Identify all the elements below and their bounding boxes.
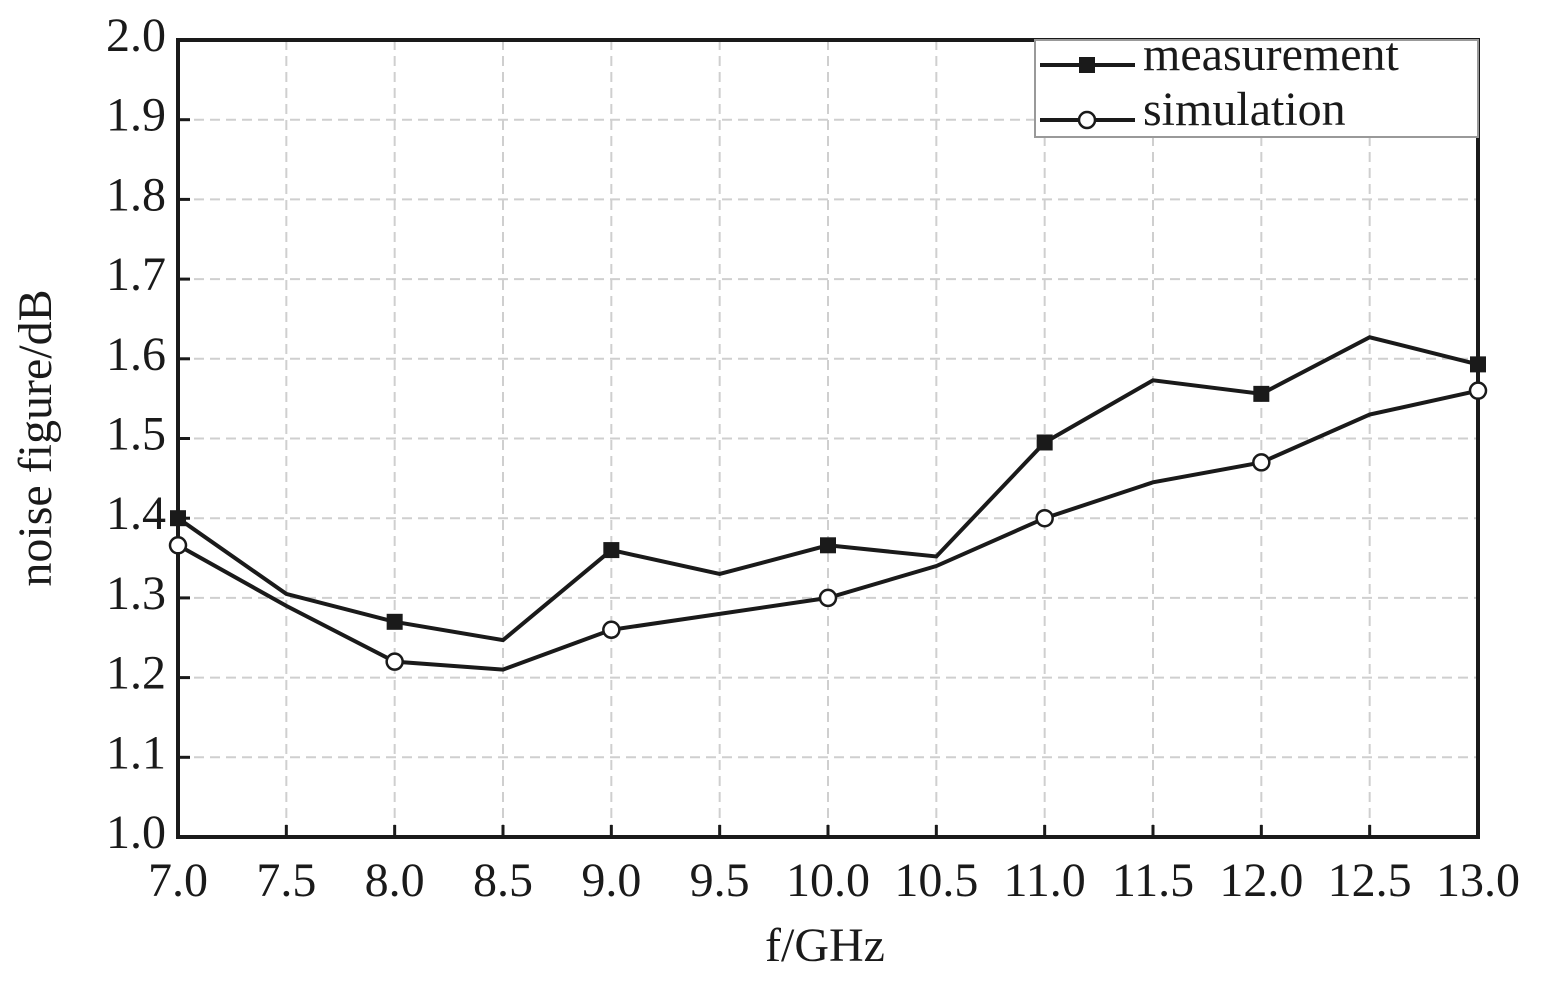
plot-frame — [176, 38, 1480, 839]
y-tick-label: 1.1 — [106, 726, 166, 779]
x-tick-label: 8.5 — [473, 854, 533, 907]
data-point — [385, 652, 404, 671]
data-point — [818, 588, 838, 608]
data-point — [170, 510, 186, 527]
y-tick-label: 1.2 — [106, 647, 166, 700]
x-tick-label: 8.0 — [365, 854, 425, 907]
y-tick-label: 1.8 — [106, 168, 166, 221]
data-point — [602, 620, 621, 640]
legend-marker — [1077, 110, 1097, 130]
x-tick-label: 11.0 — [1004, 854, 1086, 907]
y-tick-label: 1.9 — [106, 89, 166, 142]
data-point — [603, 542, 620, 559]
y-tick-label: 1.0 — [106, 806, 166, 859]
x-axis-label: f/GHz — [765, 919, 885, 972]
data-point — [1036, 434, 1053, 451]
x-tick-label: 10.0 — [786, 854, 870, 907]
x-tick-label: 11.5 — [1112, 854, 1194, 907]
y-axis-label: noise figure/dB — [9, 289, 62, 586]
data-point — [820, 537, 836, 554]
y-tick-label: 1.5 — [106, 408, 166, 461]
y-tick-label: 1.3 — [106, 567, 166, 620]
y-tick-label: 1.6 — [106, 328, 166, 381]
x-tick-label: 10.5 — [894, 854, 978, 907]
x-tick-label: 13.0 — [1436, 854, 1520, 907]
data-point — [1253, 385, 1270, 402]
legend-label: simulation — [1143, 83, 1346, 136]
x-tick-label: 7.0 — [148, 854, 208, 907]
legend-box — [1034, 39, 1479, 138]
y-tick-label: 2.0 — [106, 9, 166, 62]
x-tick-label: 12.0 — [1219, 854, 1303, 907]
x-tick-label: 12.5 — [1328, 854, 1412, 907]
data-point — [1252, 453, 1271, 472]
legend-label: measurement — [1143, 28, 1400, 81]
data-point — [1035, 508, 1054, 528]
x-tick-label: 9.5 — [690, 854, 750, 907]
x-tick-label: 9.0 — [581, 854, 641, 907]
x-tick-label: 7.5 — [256, 854, 316, 907]
data-point — [1470, 356, 1486, 373]
y-tick-label: 1.4 — [106, 487, 166, 540]
data-point — [386, 613, 403, 630]
data-point — [168, 536, 188, 555]
y-tick-label: 1.7 — [106, 248, 166, 301]
legend-marker — [1079, 57, 1095, 73]
data-point — [1468, 381, 1488, 400]
